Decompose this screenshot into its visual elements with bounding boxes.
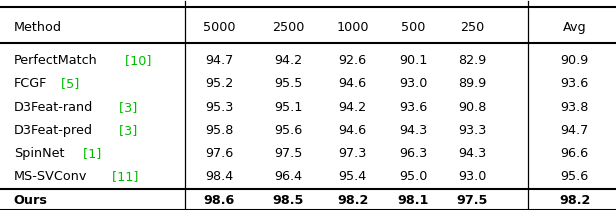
Text: [11]: [11] bbox=[108, 170, 138, 183]
Text: 90.9: 90.9 bbox=[561, 54, 589, 67]
Text: [5]: [5] bbox=[57, 77, 79, 91]
Text: [10]: [10] bbox=[121, 54, 152, 67]
Text: 97.5: 97.5 bbox=[274, 147, 302, 160]
Text: 94.6: 94.6 bbox=[339, 77, 367, 91]
Text: 97.6: 97.6 bbox=[205, 147, 233, 160]
Text: 95.8: 95.8 bbox=[205, 124, 233, 137]
Text: Avg: Avg bbox=[563, 21, 586, 34]
Text: 94.2: 94.2 bbox=[339, 101, 367, 114]
Text: D3Feat-pred: D3Feat-pred bbox=[14, 124, 92, 137]
Text: 95.1: 95.1 bbox=[274, 101, 302, 114]
Text: 82.9: 82.9 bbox=[458, 54, 487, 67]
Text: 94.7: 94.7 bbox=[205, 54, 233, 67]
Text: 1000: 1000 bbox=[336, 21, 369, 34]
Text: 500: 500 bbox=[401, 21, 426, 34]
Text: PerfectMatch: PerfectMatch bbox=[14, 54, 97, 67]
Text: 98.1: 98.1 bbox=[398, 194, 429, 207]
Text: 98.2: 98.2 bbox=[337, 194, 368, 207]
Text: 90.8: 90.8 bbox=[458, 101, 487, 114]
Text: 93.6: 93.6 bbox=[399, 101, 428, 114]
Text: 98.5: 98.5 bbox=[273, 194, 304, 207]
Text: 96.6: 96.6 bbox=[561, 147, 589, 160]
Text: 95.3: 95.3 bbox=[205, 101, 233, 114]
Text: 98.6: 98.6 bbox=[203, 194, 235, 207]
Text: 95.6: 95.6 bbox=[561, 170, 589, 183]
Text: 90.1: 90.1 bbox=[399, 54, 428, 67]
Text: [3]: [3] bbox=[115, 101, 138, 114]
Text: FCGF: FCGF bbox=[14, 77, 47, 91]
Text: SpinNet: SpinNet bbox=[14, 147, 64, 160]
Text: 96.4: 96.4 bbox=[274, 170, 302, 183]
Text: D3Feat-rand: D3Feat-rand bbox=[14, 101, 93, 114]
Text: 98.4: 98.4 bbox=[205, 170, 233, 183]
Text: 95.2: 95.2 bbox=[205, 77, 233, 91]
Text: MS-SVConv: MS-SVConv bbox=[14, 170, 87, 183]
Text: 94.3: 94.3 bbox=[458, 147, 487, 160]
Text: 93.6: 93.6 bbox=[561, 77, 589, 91]
Text: 95.5: 95.5 bbox=[274, 77, 302, 91]
Text: 95.6: 95.6 bbox=[274, 124, 302, 137]
Text: 93.3: 93.3 bbox=[458, 124, 487, 137]
Text: 93.0: 93.0 bbox=[458, 170, 487, 183]
Text: Ours: Ours bbox=[14, 194, 47, 207]
Text: 97.5: 97.5 bbox=[456, 194, 488, 207]
Text: 95.4: 95.4 bbox=[339, 170, 367, 183]
Text: 94.2: 94.2 bbox=[274, 54, 302, 67]
Text: 93.0: 93.0 bbox=[399, 77, 428, 91]
Text: 94.3: 94.3 bbox=[399, 124, 428, 137]
Text: [1]: [1] bbox=[78, 147, 101, 160]
Text: 250: 250 bbox=[460, 21, 484, 34]
Text: 98.2: 98.2 bbox=[559, 194, 591, 207]
Text: 93.8: 93.8 bbox=[561, 101, 589, 114]
Text: 2500: 2500 bbox=[272, 21, 304, 34]
Text: 94.7: 94.7 bbox=[561, 124, 589, 137]
Text: 92.6: 92.6 bbox=[339, 54, 367, 67]
Text: 95.0: 95.0 bbox=[399, 170, 428, 183]
Text: 89.9: 89.9 bbox=[458, 77, 487, 91]
Text: 5000: 5000 bbox=[203, 21, 235, 34]
Text: Method: Method bbox=[14, 21, 62, 34]
Text: 96.3: 96.3 bbox=[399, 147, 428, 160]
Text: [3]: [3] bbox=[115, 124, 137, 137]
Text: 97.3: 97.3 bbox=[339, 147, 367, 160]
Text: 94.6: 94.6 bbox=[339, 124, 367, 137]
